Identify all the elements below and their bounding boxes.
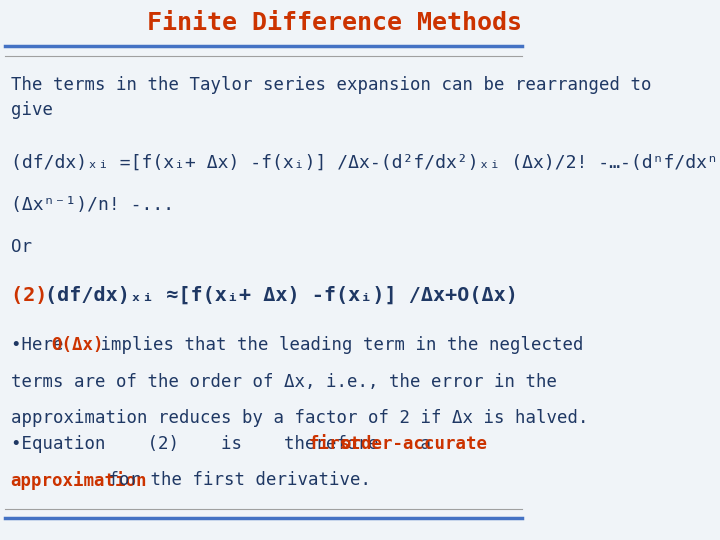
Text: first: first	[308, 435, 361, 453]
Text: Or: Or	[11, 238, 32, 255]
Text: terms are of the order of Δx, i.e., the error in the: terms are of the order of Δx, i.e., the …	[11, 373, 557, 390]
Text: Finite Difference Methods: Finite Difference Methods	[147, 11, 522, 35]
Text: The terms in the Taylor series expansion can be rearranged to
give: The terms in the Taylor series expansion…	[11, 76, 651, 119]
Text: O(Δx): O(Δx)	[52, 336, 104, 354]
Text: (2): (2)	[11, 286, 59, 305]
Text: (df/dx)ₓᵢ =[f(xᵢ+ Δx) -f(xᵢ)] /Δx-(d²f/dx²)ₓᵢ (Δx)/2! -…-(dⁿf/dxⁿ)ₓᵢ: (df/dx)ₓᵢ =[f(xᵢ+ Δx) -f(xᵢ)] /Δx-(d²f/d…	[11, 154, 720, 172]
Text: (Δxⁿ⁻¹)/n! -...: (Δxⁿ⁻¹)/n! -...	[11, 196, 174, 214]
Text: (df/dx)ₓᵢ ≈[f(xᵢ+ Δx) -f(xᵢ)] /Δx+O(Δx): (df/dx)ₓᵢ ≈[f(xᵢ+ Δx) -f(xᵢ)] /Δx+O(Δx)	[45, 286, 518, 305]
Text: approximation: approximation	[11, 471, 147, 490]
Text: for the first derivative.: for the first derivative.	[97, 471, 371, 489]
Text: •Here: •Here	[11, 336, 73, 354]
Text: approximation reduces by a factor of 2 if Δx is halved.: approximation reduces by a factor of 2 i…	[11, 409, 588, 427]
Text: •Equation    (2)    is    therefore    a: •Equation (2) is therefore a	[11, 435, 462, 453]
Text: order-accurate: order-accurate	[340, 435, 487, 453]
Text: implies that the leading term in the neglected: implies that the leading term in the neg…	[90, 336, 583, 354]
